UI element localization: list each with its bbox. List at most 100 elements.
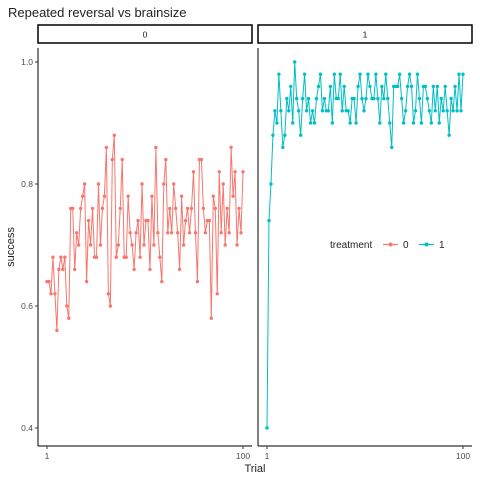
data-point	[80, 194, 85, 198]
data-point	[415, 72, 420, 76]
data-point	[338, 72, 342, 76]
data-point	[61, 267, 65, 272]
data-point	[185, 206, 190, 211]
y-tick-label: 0.4	[21, 423, 33, 433]
data-point	[427, 109, 432, 113]
data-point	[241, 170, 245, 174]
data-point	[348, 121, 352, 125]
data-point	[425, 96, 430, 101]
data-point	[128, 231, 132, 235]
data-point	[364, 96, 368, 101]
data-point	[88, 243, 93, 247]
data-point	[78, 206, 83, 211]
data-point	[403, 109, 408, 113]
x-ticks: 1 100 1 100	[45, 446, 470, 461]
data-point	[388, 121, 392, 125]
data-point	[382, 96, 386, 101]
data-point	[300, 96, 305, 101]
data-point	[57, 267, 61, 272]
data-point	[296, 109, 301, 113]
x-tick-label: 100	[456, 451, 470, 461]
data-point	[170, 231, 174, 235]
legend-title: treatment	[330, 240, 372, 251]
data-point	[419, 121, 424, 125]
data-point	[455, 109, 459, 113]
data-point	[49, 292, 53, 296]
data-point	[203, 231, 208, 235]
data-point	[356, 84, 360, 89]
data-point	[172, 182, 176, 186]
data-point	[187, 231, 192, 235]
data-point	[124, 255, 128, 259]
data-point	[409, 84, 414, 89]
data-point	[439, 96, 443, 101]
data-point	[360, 96, 364, 101]
data-point	[94, 255, 99, 259]
data-point	[114, 255, 118, 259]
data-point	[271, 133, 275, 137]
data-point	[168, 206, 172, 211]
x-tick-label: 1	[45, 451, 50, 461]
data-point	[132, 267, 136, 272]
x-axis-title: Trial	[245, 463, 266, 475]
data-point	[173, 206, 178, 211]
data-point	[302, 72, 307, 76]
data-point	[340, 109, 344, 113]
data-point	[104, 145, 109, 150]
data-point	[380, 84, 384, 89]
data-point	[269, 182, 273, 186]
series-line-0	[47, 134, 244, 331]
facet-strip-1: 1	[257, 24, 473, 44]
data-point	[183, 218, 188, 223]
data-point	[445, 109, 449, 113]
data-point	[175, 231, 180, 235]
data-point	[162, 182, 166, 186]
y-ticks: 0.4 0.6 0.8 1.0	[21, 57, 38, 433]
data-point	[102, 194, 107, 198]
data-point	[219, 231, 223, 235]
data-point	[112, 133, 117, 137]
data-point	[142, 243, 146, 247]
data-point	[423, 84, 428, 89]
data-point	[285, 96, 289, 101]
data-point	[411, 121, 416, 125]
data-point	[451, 109, 455, 113]
data-point	[366, 72, 370, 76]
data-point	[207, 218, 212, 223]
data-point	[195, 279, 200, 284]
data-point	[281, 145, 285, 150]
data-point	[47, 279, 51, 284]
data-point	[461, 72, 465, 76]
data-point	[265, 426, 269, 430]
facet-label-0: 0	[143, 30, 148, 40]
data-point	[221, 182, 225, 186]
data-point	[201, 206, 206, 211]
data-point	[213, 206, 217, 211]
data-point	[352, 96, 356, 101]
data-point	[108, 304, 113, 308]
data-point	[298, 133, 303, 137]
series-0	[45, 133, 245, 333]
data-point	[314, 96, 319, 101]
data-point	[73, 267, 77, 272]
data-point	[177, 267, 182, 272]
data-point	[354, 121, 358, 125]
data-point	[110, 157, 115, 162]
data-point	[148, 267, 152, 272]
y-axis-title: success	[5, 227, 17, 267]
data-point	[67, 316, 71, 320]
data-point	[98, 243, 103, 247]
data-point	[431, 84, 435, 89]
data-point	[322, 96, 327, 101]
data-point	[65, 304, 69, 308]
data-point	[227, 231, 231, 235]
data-point	[231, 194, 235, 198]
data-point	[100, 206, 105, 211]
data-point	[211, 194, 215, 198]
data-point	[134, 231, 138, 235]
data-point	[217, 170, 221, 174]
data-point	[368, 84, 372, 89]
